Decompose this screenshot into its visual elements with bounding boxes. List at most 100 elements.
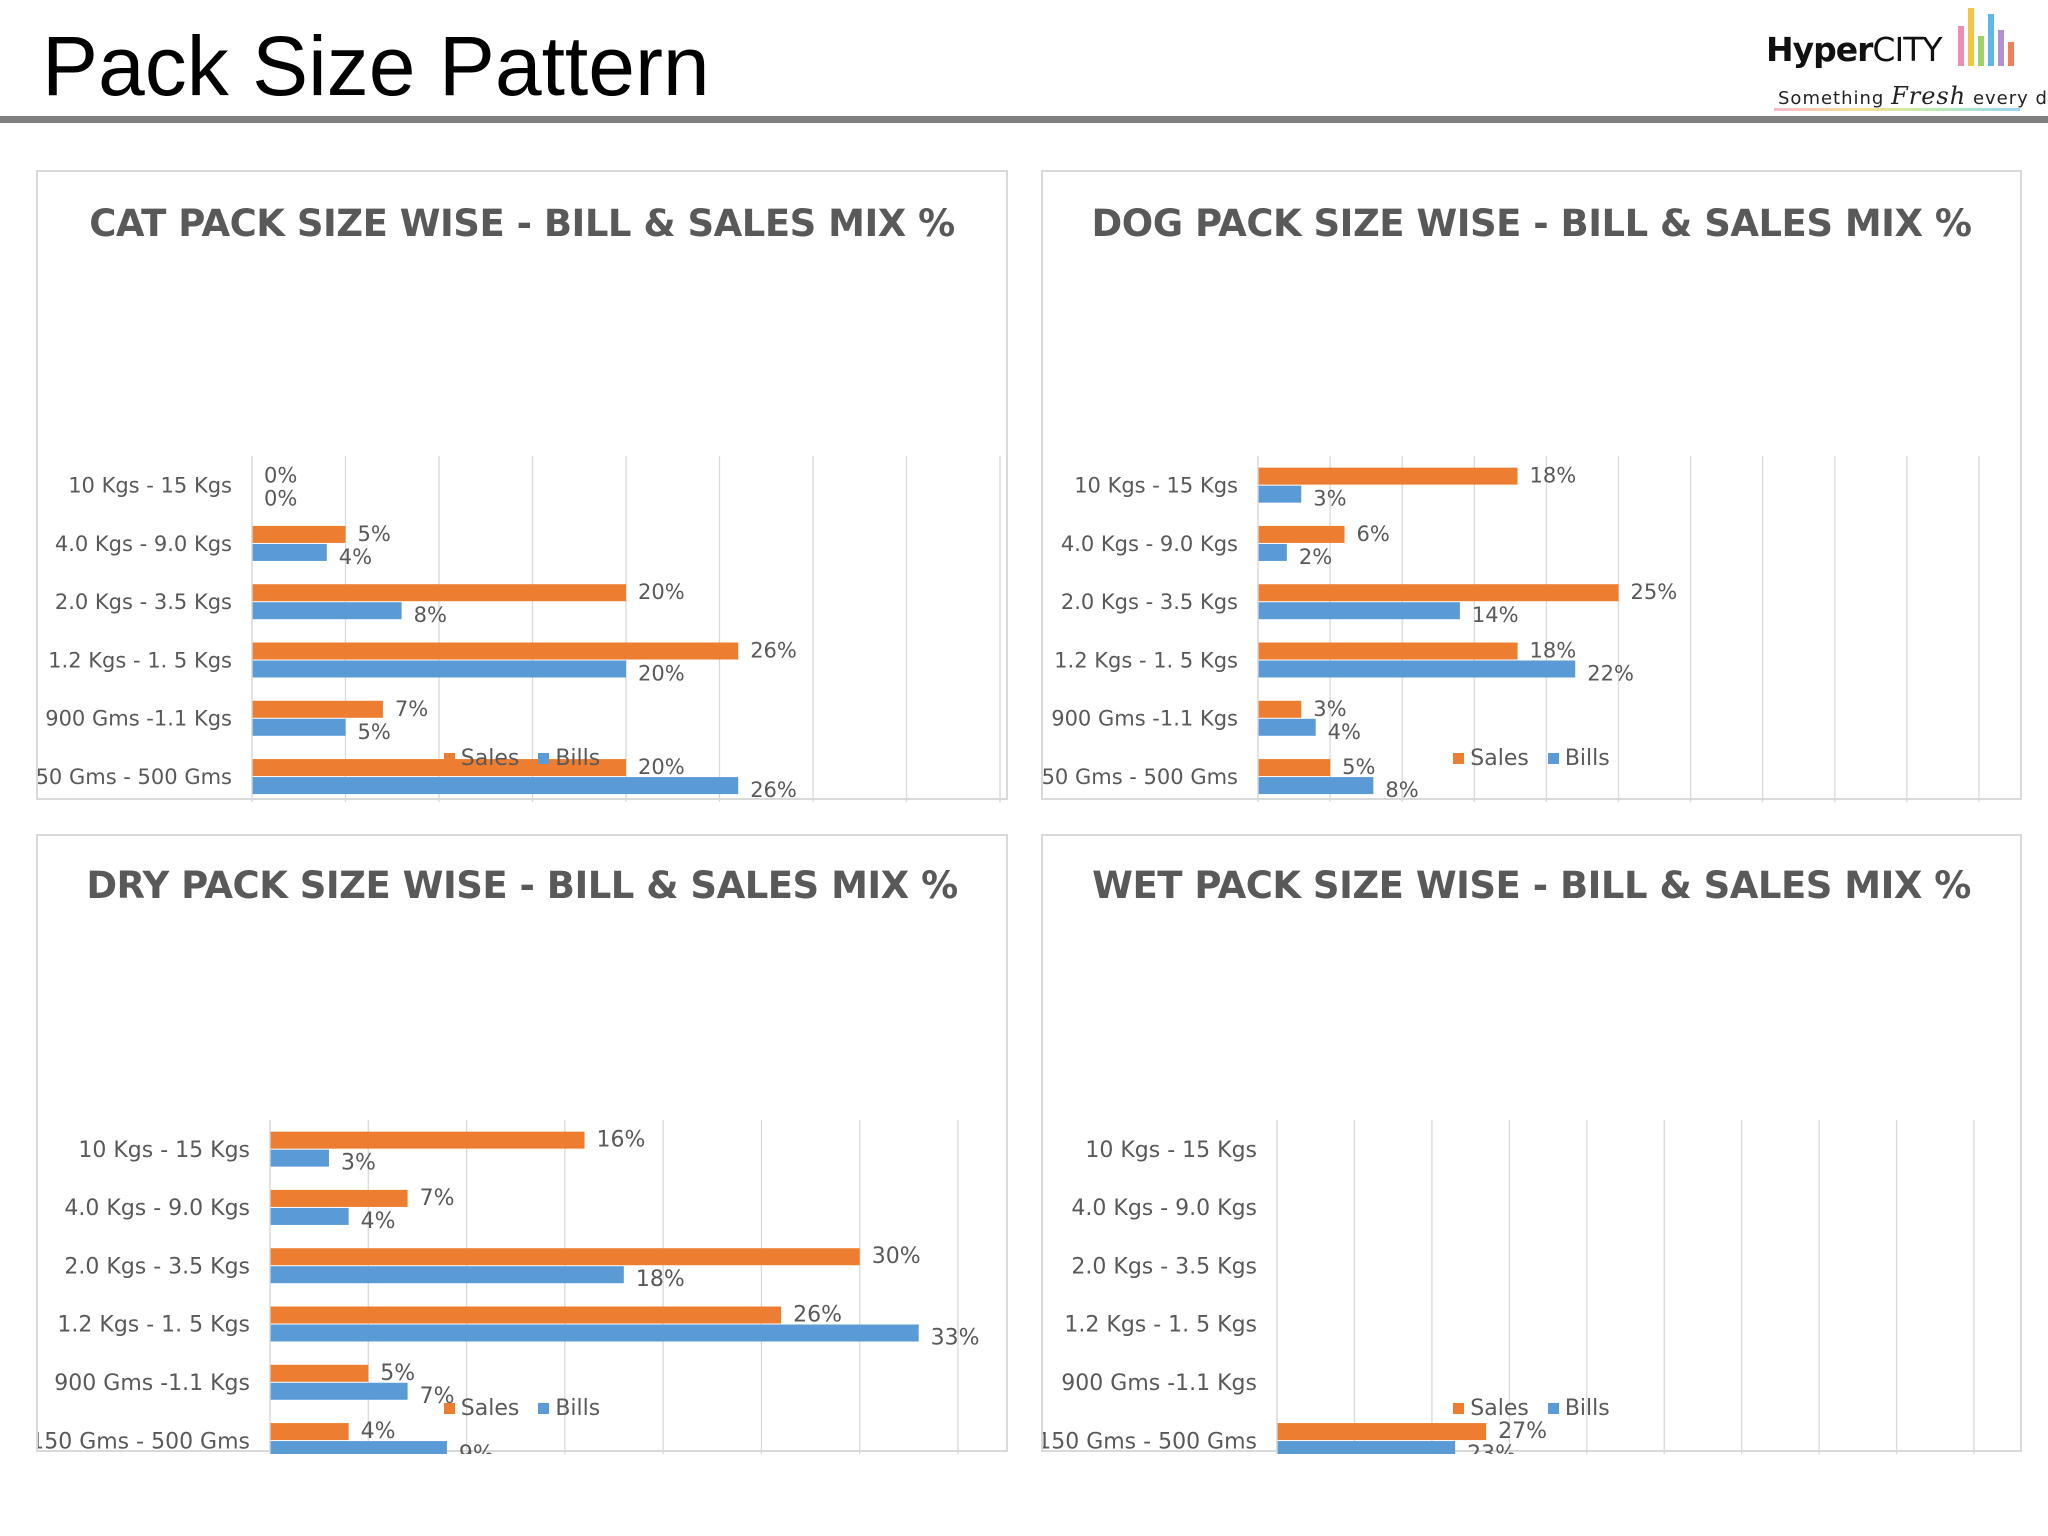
logo-bar xyxy=(1968,8,1974,66)
logo-name-thin: CITY xyxy=(1872,30,1942,69)
legend-item-bills: Bills xyxy=(538,746,600,771)
bills-data-label: 3% xyxy=(341,1151,376,1176)
category-label: 4.0 Kgs - 9.0 Kgs xyxy=(1061,532,1238,556)
bills-data-label: 8% xyxy=(1385,778,1418,802)
logo-bars-icon xyxy=(1958,4,2024,66)
legend-item-sales: Sales xyxy=(443,1396,519,1421)
sales-bar xyxy=(270,1306,782,1324)
logo-tagline-pre: Something xyxy=(1778,88,1885,109)
chart-title: CAT PACK SIZE WISE - BILL & SALES MIX % xyxy=(89,202,955,245)
legend-swatch-sales xyxy=(443,753,455,764)
chart-legend: Sales Bills xyxy=(38,746,1006,771)
sales-bar xyxy=(252,584,626,602)
bills-data-label: 5% xyxy=(358,720,391,744)
sales-data-label: 18% xyxy=(1530,639,1577,663)
legend-label-bills: Bills xyxy=(555,1396,601,1421)
bills-data-label: 22% xyxy=(1587,662,1634,686)
category-label: 2.0 Kgs - 3.5 Kgs xyxy=(1071,1254,1257,1279)
legend-label-bills: Bills xyxy=(555,746,601,771)
sales-data-label: 26% xyxy=(793,1303,842,1328)
sales-bar xyxy=(1258,467,1518,485)
bills-data-label: 0% xyxy=(264,487,297,511)
logo-bar xyxy=(1958,26,1964,66)
category-label: 900 Gms -1.1 Kgs xyxy=(1061,1371,1257,1396)
logo-tagline-script: Fresh xyxy=(1891,82,1967,110)
legend-label-bills: Bills xyxy=(1564,746,1610,771)
legend-label-sales: Sales xyxy=(1470,746,1529,771)
bills-bar xyxy=(1258,660,1576,678)
legend-item-sales: Sales xyxy=(1453,1396,1529,1421)
legend-swatch-bills xyxy=(1547,1403,1559,1414)
sales-data-label: 30% xyxy=(872,1244,921,1269)
bills-bar xyxy=(252,602,402,620)
chart-plot: 0%10%20%30%40%50%60%70%80%90%10 Kgs - 15… xyxy=(1043,1120,1975,1454)
category-label: 1.2 Kgs - 1. 5 Kgs xyxy=(57,1313,250,1338)
sales-data-label: 7% xyxy=(395,697,428,721)
bills-bar xyxy=(1258,543,1287,561)
sales-data-label: 4% xyxy=(361,1419,396,1444)
logo-name-bold: Hyper xyxy=(1766,30,1873,69)
chart-plot: 0%5%10%15%20%25%30%35%10 Kgs - 15 Kgs16%… xyxy=(38,1120,980,1454)
logo-tagline-post: every day xyxy=(1972,88,2048,109)
bills-data-label: 18% xyxy=(636,1267,685,1292)
category-label: 10 Kgs - 15 Kgs xyxy=(78,1138,250,1163)
sales-data-label: 18% xyxy=(1530,464,1577,488)
bills-data-label: 33% xyxy=(931,1326,980,1351)
chart-plot: 0%5%10%15%20%25%30%35%40%45%50%10 Kgs - … xyxy=(1043,456,1980,802)
category-label: 900 Gms -1.1 Kgs xyxy=(54,1371,250,1396)
sales-bar xyxy=(270,1248,860,1266)
logo-underline xyxy=(1774,108,2020,111)
category-label: 150 Gms - 500 Gms xyxy=(38,765,232,789)
sales-bar xyxy=(1258,525,1345,543)
category-label: 150 Gms - 500 Gms xyxy=(1043,765,1238,789)
logo-bar xyxy=(2008,42,2014,66)
bills-data-label: 26% xyxy=(750,778,797,802)
category-label: 1.2 Kgs - 1. 5 Kgs xyxy=(48,648,232,672)
sales-bar xyxy=(270,1364,369,1382)
logo-bar xyxy=(1998,30,2004,66)
bills-data-label: 23% xyxy=(1467,1442,1516,1454)
sales-data-label: 6% xyxy=(1357,522,1390,546)
sales-bar xyxy=(1277,1423,1487,1441)
category-label: 150 Gms - 500 Gms xyxy=(38,1429,250,1454)
bills-bar xyxy=(270,1382,408,1400)
sales-data-label: 3% xyxy=(1313,697,1346,721)
category-label: 1.2 Kgs - 1. 5 Kgs xyxy=(1054,648,1238,672)
bills-bar xyxy=(252,543,327,561)
chart-title: DRY PACK SIZE WISE - BILL & SALES MIX % xyxy=(86,864,958,907)
sales-data-label: 27% xyxy=(1498,1419,1547,1444)
bills-bar xyxy=(252,660,626,678)
bills-data-label: 3% xyxy=(1313,487,1346,511)
legend-swatch-bills xyxy=(538,1403,550,1414)
category-label: 150 Gms - 500 Gms xyxy=(1043,1429,1257,1454)
sales-bar xyxy=(252,642,739,660)
chart-legend: Sales Bills xyxy=(1043,1396,2020,1421)
logo-bar xyxy=(1988,14,1994,66)
bills-bar xyxy=(270,1149,329,1167)
sales-data-label: 25% xyxy=(1631,580,1678,604)
bills-data-label: 4% xyxy=(339,545,372,569)
legend-swatch-sales xyxy=(443,1403,455,1414)
bills-data-label: 9% xyxy=(459,1442,494,1454)
logo-wordmark: HyperCITY xyxy=(1766,30,1943,69)
sales-bar xyxy=(252,700,383,718)
chart-title: WET PACK SIZE WISE - BILL & SALES MIX % xyxy=(1092,864,1971,907)
sales-bar xyxy=(270,1131,585,1149)
category-label: 900 Gms -1.1 Kgs xyxy=(45,707,232,731)
legend-swatch-sales xyxy=(1453,1403,1465,1414)
chart-panel-dog: DOG PACK SIZE WISE - BILL & SALES MIX % … xyxy=(1041,170,2022,802)
bills-bar xyxy=(270,1441,447,1454)
category-label: 4.0 Kgs - 9.0 Kgs xyxy=(64,1196,250,1221)
chart-title: DOG PACK SIZE WISE - BILL & SALES MIX % xyxy=(1091,202,1972,245)
bills-data-label: 4% xyxy=(1328,720,1361,744)
bills-data-label: 20% xyxy=(638,662,685,686)
chart-plot: 0%5%10%15%20%25%30%35%40%10 Kgs - 15 Kgs… xyxy=(38,456,1001,802)
bills-bar xyxy=(252,718,346,736)
legend-item-sales: Sales xyxy=(443,746,519,771)
sales-bar xyxy=(1258,700,1302,718)
bills-bar xyxy=(1258,485,1302,503)
bills-bar xyxy=(1277,1441,1456,1454)
sales-data-label: 26% xyxy=(750,639,797,663)
category-label: 2.0 Kgs - 3.5 Kgs xyxy=(64,1254,250,1279)
sales-data-label: 20% xyxy=(638,580,685,604)
